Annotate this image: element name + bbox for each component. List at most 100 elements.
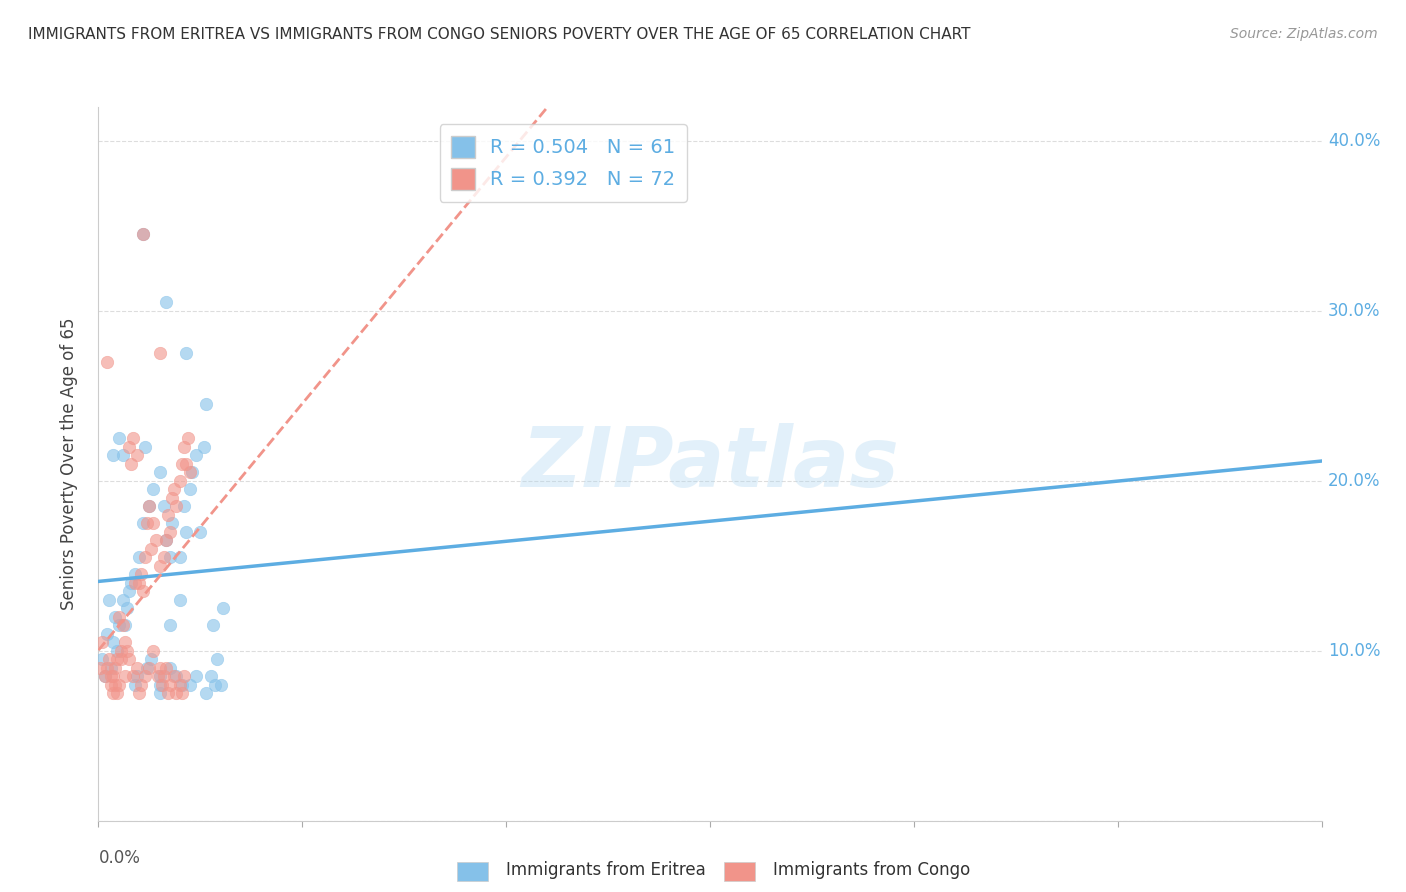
- Point: [122, 669, 145, 683]
- Point: [105, 652, 128, 666]
- Point: [195, 686, 218, 700]
- Point: [179, 678, 201, 692]
- Point: [159, 618, 181, 632]
- Point: [114, 618, 136, 632]
- Point: [155, 661, 177, 675]
- Point: [149, 678, 172, 692]
- Point: [142, 516, 165, 531]
- Point: [124, 678, 146, 692]
- Text: ZIPatlas: ZIPatlas: [522, 424, 898, 504]
- Point: [100, 669, 122, 683]
- Point: [181, 466, 204, 480]
- Point: [177, 431, 200, 445]
- Legend: R = 0.504   N = 61, R = 0.392   N = 72: R = 0.504 N = 61, R = 0.392 N = 72: [440, 124, 688, 202]
- Point: [93, 669, 115, 683]
- Point: [108, 618, 131, 632]
- Point: [111, 618, 134, 632]
- Point: [124, 567, 146, 582]
- Point: [108, 678, 131, 692]
- Text: 40.0%: 40.0%: [1327, 132, 1381, 150]
- Point: [211, 601, 233, 615]
- Point: [129, 678, 152, 692]
- Point: [149, 669, 172, 683]
- Point: [93, 669, 115, 683]
- Point: [101, 635, 124, 649]
- Point: [104, 609, 127, 624]
- Point: [169, 550, 191, 565]
- Point: [127, 669, 149, 683]
- Point: [111, 448, 134, 462]
- Point: [174, 524, 197, 539]
- Point: [159, 661, 181, 675]
- Point: [134, 440, 156, 454]
- Point: [163, 669, 186, 683]
- Point: [174, 346, 197, 360]
- Point: [173, 669, 195, 683]
- Point: [160, 491, 183, 505]
- Text: IMMIGRANTS FROM ERITREA VS IMMIGRANTS FROM CONGO SENIORS POVERTY OVER THE AGE OF: IMMIGRANTS FROM ERITREA VS IMMIGRANTS FR…: [28, 27, 970, 42]
- Point: [101, 448, 124, 462]
- Point: [110, 652, 132, 666]
- Point: [201, 618, 224, 632]
- Point: [108, 431, 131, 445]
- Point: [156, 686, 179, 700]
- Text: 0.0%: 0.0%: [98, 849, 141, 867]
- Point: [124, 575, 146, 590]
- Point: [149, 661, 172, 675]
- Point: [141, 541, 163, 556]
- Point: [204, 678, 226, 692]
- Point: [136, 661, 159, 675]
- Point: [108, 609, 131, 624]
- Text: Source: ZipAtlas.com: Source: ZipAtlas.com: [1230, 27, 1378, 41]
- Point: [173, 500, 195, 514]
- Y-axis label: Seniors Poverty Over the Age of 65: Seniors Poverty Over the Age of 65: [59, 318, 77, 610]
- Point: [132, 227, 155, 242]
- Point: [134, 669, 156, 683]
- Point: [155, 533, 177, 548]
- Point: [159, 550, 181, 565]
- Text: Immigrants from Congo: Immigrants from Congo: [773, 861, 970, 879]
- Point: [138, 500, 160, 514]
- Point: [170, 457, 193, 471]
- Point: [91, 635, 114, 649]
- Point: [97, 652, 120, 666]
- Point: [127, 661, 149, 675]
- Point: [96, 661, 118, 675]
- Point: [138, 500, 160, 514]
- Point: [120, 457, 142, 471]
- Point: [104, 661, 127, 675]
- Point: [141, 652, 163, 666]
- Point: [195, 397, 218, 411]
- Point: [165, 500, 187, 514]
- Point: [159, 524, 181, 539]
- Point: [165, 686, 187, 700]
- Point: [111, 592, 134, 607]
- Point: [132, 584, 155, 599]
- Point: [169, 592, 191, 607]
- Point: [114, 669, 136, 683]
- Text: Immigrants from Eritrea: Immigrants from Eritrea: [506, 861, 706, 879]
- Point: [186, 448, 208, 462]
- Point: [122, 431, 145, 445]
- Point: [138, 661, 160, 675]
- Point: [132, 516, 155, 531]
- Point: [163, 483, 186, 497]
- Point: [128, 550, 150, 565]
- Point: [145, 533, 167, 548]
- Point: [100, 678, 122, 692]
- Point: [169, 678, 191, 692]
- Point: [179, 466, 201, 480]
- Point: [193, 440, 215, 454]
- Point: [170, 686, 193, 700]
- Point: [129, 567, 152, 582]
- Point: [159, 678, 181, 692]
- Point: [120, 575, 142, 590]
- Point: [160, 516, 183, 531]
- Point: [105, 686, 128, 700]
- Point: [155, 533, 177, 548]
- Point: [101, 669, 124, 683]
- Point: [152, 500, 174, 514]
- Point: [96, 626, 118, 640]
- Point: [170, 678, 193, 692]
- Point: [118, 584, 141, 599]
